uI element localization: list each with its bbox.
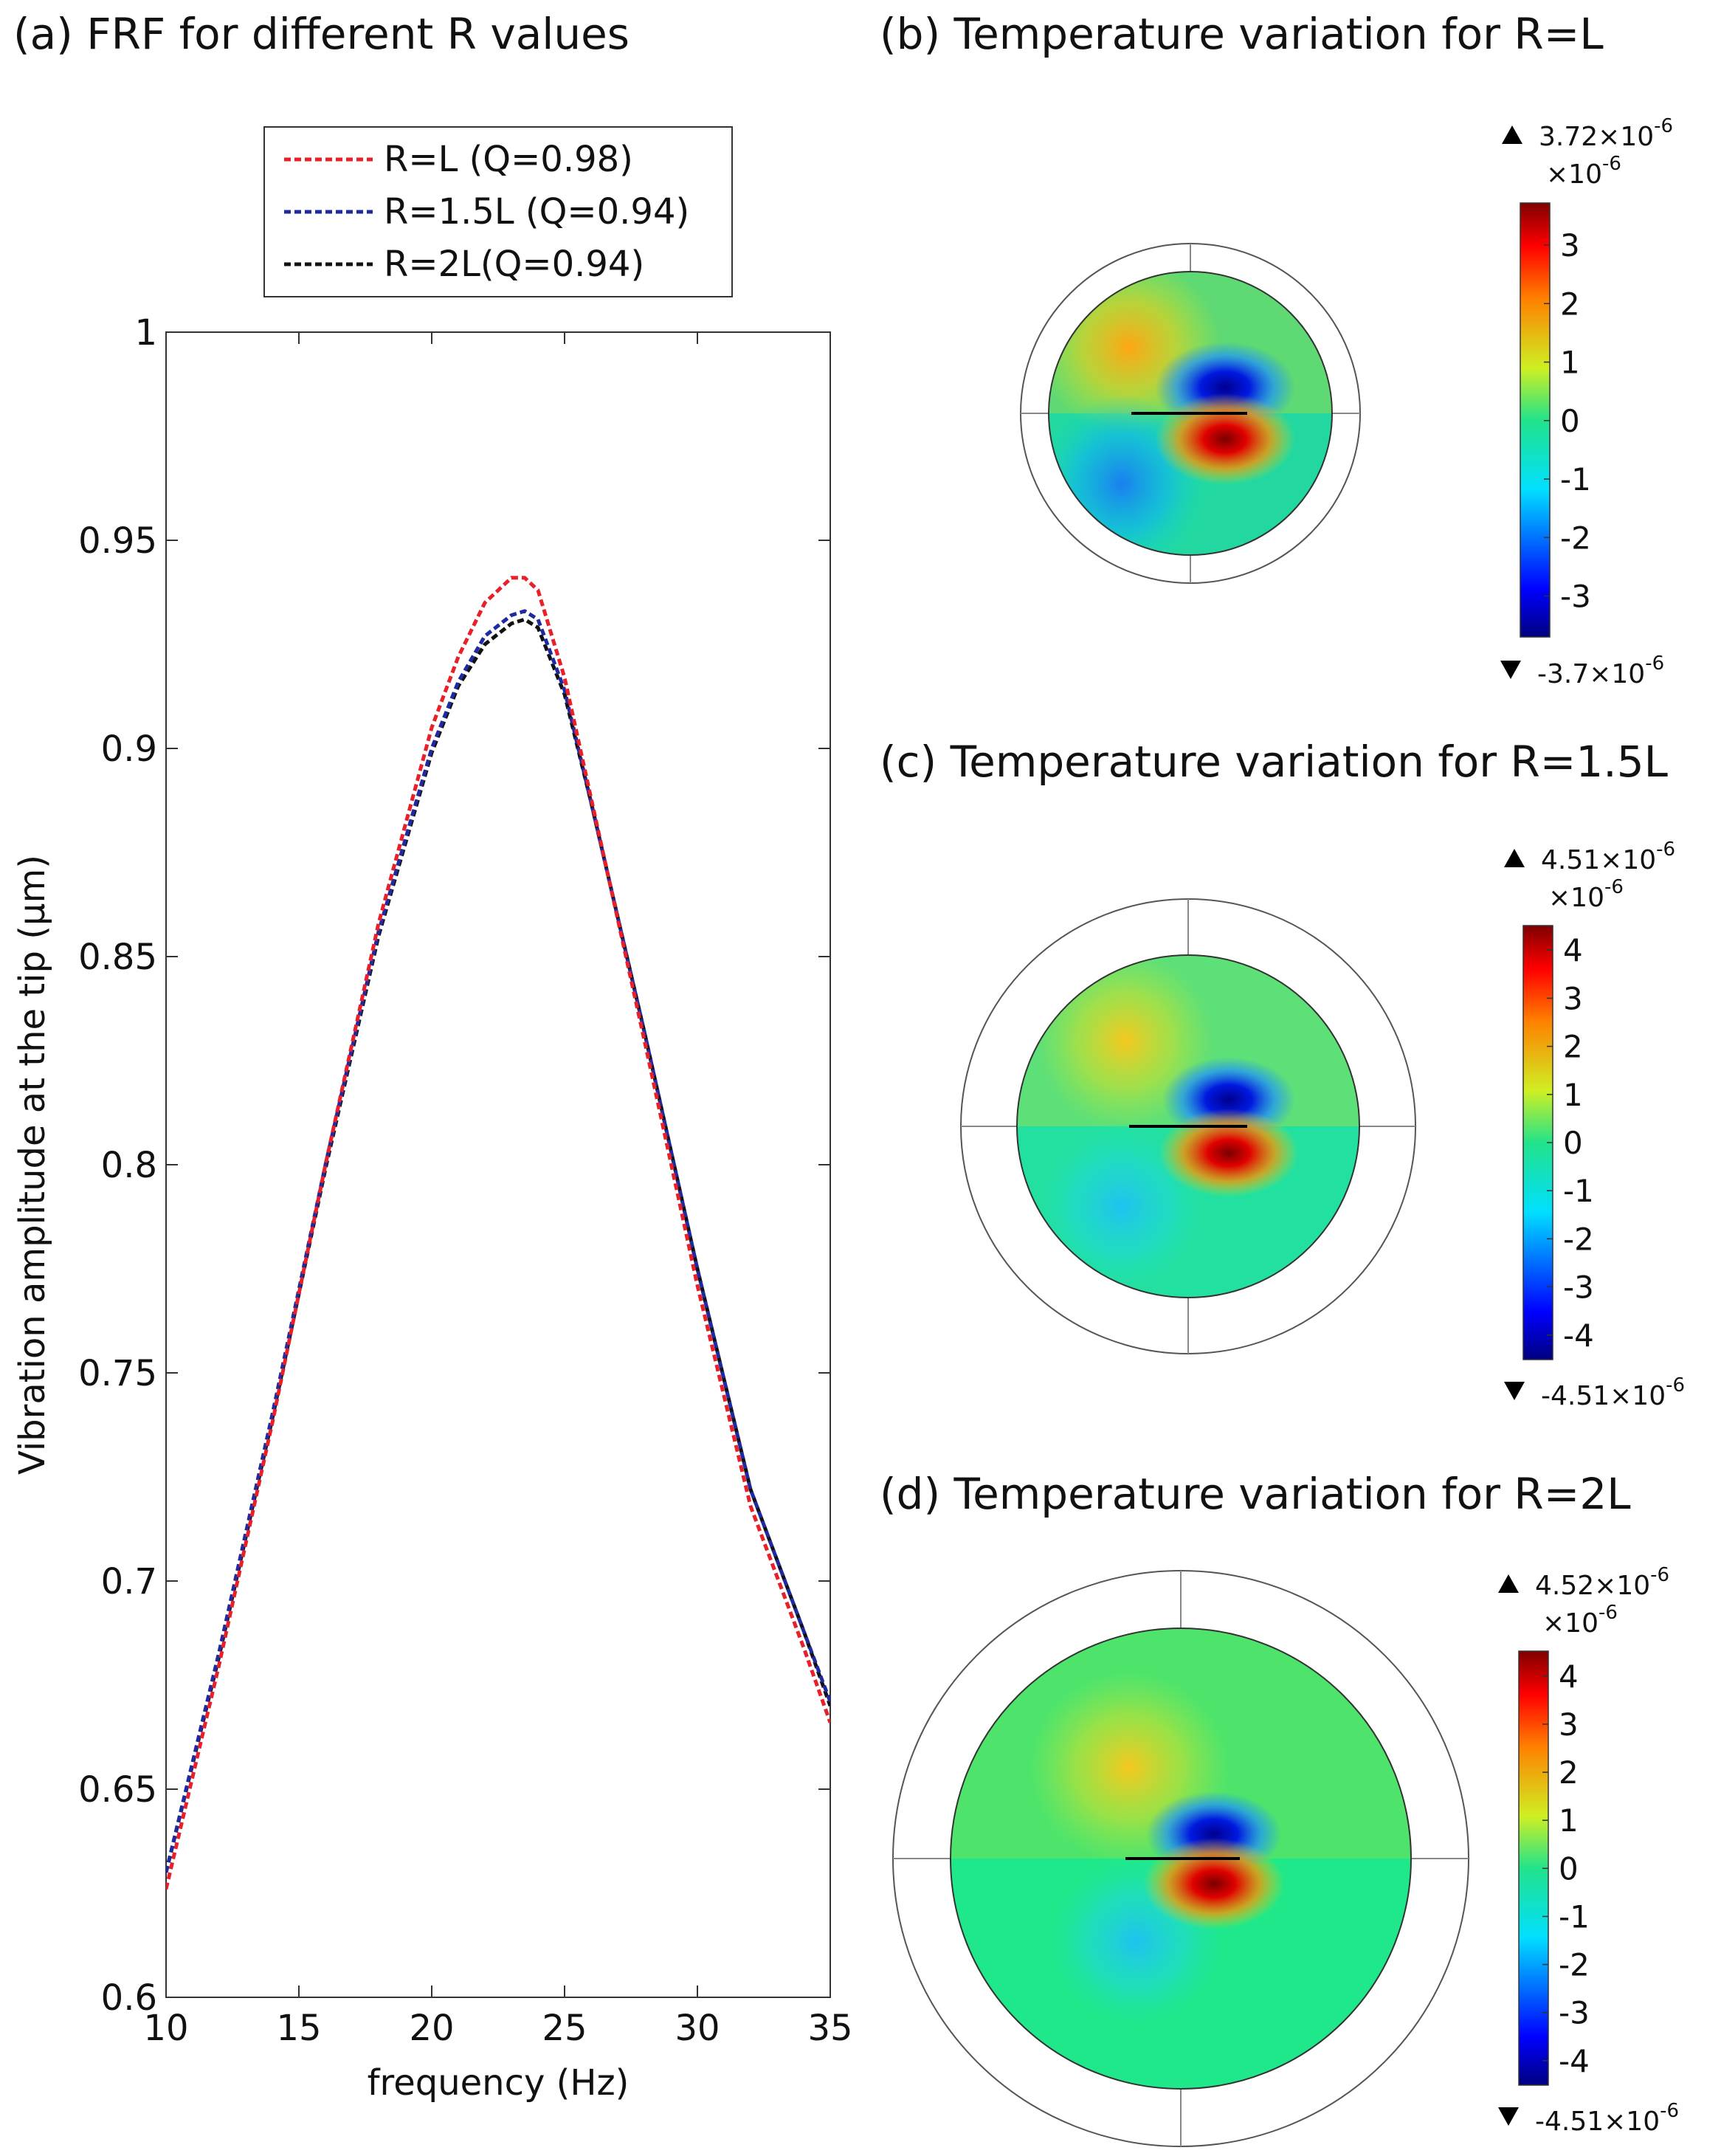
- colorbar-tick-label: -4: [1559, 2043, 1590, 2079]
- colorbar-tick-label: 0: [1563, 1125, 1583, 1161]
- colorbar-tick-label: -1: [1560, 461, 1591, 497]
- legend-label-r-l: R=L (Q=0.98): [384, 139, 633, 180]
- x-axis-label: frequency (Hz): [368, 2062, 630, 2104]
- temperature-map-c: [960, 898, 1416, 1354]
- colorbar-min-b: -3.7×10-6: [1537, 652, 1664, 689]
- max-marker-b: [1502, 125, 1522, 144]
- colorbar-scale-d: ×10-6: [1542, 1602, 1618, 1639]
- y-tick-label: 0.75: [78, 1353, 157, 1394]
- y-tick-label: 0.7: [101, 1561, 157, 1602]
- y-tick-label: 0.65: [78, 1769, 157, 1811]
- y-tick-label: 1: [134, 312, 157, 354]
- x-tick-label: 10: [143, 2008, 188, 2049]
- colorbar-scale-b: ×10-6: [1546, 153, 1621, 190]
- colorbar-tick-label: -3: [1560, 579, 1591, 615]
- y-tick-label: 0.95: [78, 520, 157, 562]
- panel-c: (c) Temperature variation for R=1.5L 4.5…: [880, 737, 1685, 1411]
- x-tick-label: 15: [276, 2008, 321, 2049]
- colorbar-tick-label: -3: [1563, 1270, 1594, 1306]
- colorbar-tick-label: 4: [1563, 932, 1583, 968]
- colorbar-tick-label: 3: [1560, 227, 1580, 264]
- colorbar-tick-label: 3: [1559, 1706, 1579, 1743]
- min-marker-c: [1504, 1382, 1525, 1400]
- colorbar-tick-label: -1: [1563, 1173, 1594, 1209]
- panel-d: (d) Temperature variation for R=2L 4.52×…: [880, 1469, 1679, 2147]
- colorbar-tick-label: -3: [1559, 1995, 1590, 2031]
- x-tick-label: 35: [807, 2008, 852, 2049]
- series-line-1: [166, 609, 830, 1873]
- colorbar-min-c: -4.51×10-6: [1541, 1374, 1685, 1411]
- colorbar-d: 4.52×10-6 ×10-6 4 3 2 1 0 -1 -2 -3 -4 -4.51×10-6: [1498, 1564, 1679, 2137]
- colorbar-min-d: -4.51×10-6: [1535, 2100, 1679, 2137]
- colorbar-scale-c: ×10-6: [1548, 876, 1624, 913]
- max-marker-c: [1504, 849, 1525, 867]
- x-tick-label: 20: [409, 2008, 454, 2049]
- y-axis-label: Vibration amplitude at the tip (μm): [12, 855, 53, 1475]
- colorbar-tick-label: 1: [1559, 1802, 1579, 1839]
- colorbar-gradient-b: [1520, 202, 1551, 638]
- colorbar-max-c: 4.51×10-6: [1541, 838, 1675, 875]
- panel-b: (b) Temperature variation for R=L 3.72×1…: [880, 9, 1673, 689]
- series-line-0: [166, 576, 830, 1890]
- legend-label-r-1-5l: R=1.5L (Q=0.94): [384, 191, 689, 233]
- x-tick-label: 30: [675, 2008, 720, 2049]
- colorbar-tick-label: -2: [1563, 1221, 1594, 1257]
- colorbar-max-b: 3.72×10-6: [1539, 115, 1673, 152]
- y-tick-label: 0.6: [101, 1977, 157, 2019]
- axis-ticks: 10 15 20 25 30 35 0.6 0.65 0.7 0.75 0.8 0.85 0.9 0.95…: [78, 312, 852, 2049]
- min-marker-d: [1498, 2107, 1519, 2126]
- colorbar-tick-label: 2: [1560, 286, 1580, 322]
- colorbar-max-d: 4.52×10-6: [1535, 1564, 1669, 1601]
- y-tick-label: 0.85: [78, 937, 157, 978]
- panel-d-title: (d) Temperature variation for R=2L: [880, 1469, 1631, 1519]
- colorbar-tick-label: 2: [1559, 1754, 1579, 1791]
- x-tick-label: 25: [542, 2008, 587, 2049]
- max-marker-d: [1498, 1574, 1519, 1593]
- plot-frame: [165, 331, 831, 1998]
- colorbar-tick-label: -2: [1559, 1947, 1590, 1983]
- min-marker-b: [1500, 661, 1521, 679]
- plot-series: [166, 576, 830, 1890]
- panel-b-title: (b) Temperature variation for R=L: [880, 9, 1604, 59]
- colorbar-b: 3.72×10-6 ×10-6 3 2 1 0 -1 -2 -3 -3.7×10-6: [1500, 115, 1673, 689]
- panel-c-title: (c) Temperature variation for R=1.5L: [880, 737, 1668, 787]
- legend-label-r-2l: R=2L(Q=0.94): [384, 244, 644, 285]
- temperature-map-d: [892, 1570, 1469, 2147]
- colorbar-tick-label: 1: [1563, 1077, 1583, 1113]
- temperature-map-b: [1020, 243, 1361, 584]
- colorbar-tick-label: -1: [1559, 1898, 1590, 1935]
- colorbar-c: 4.51×10-6 ×10-6 4 3 2 1 0 -1 -2 -3 -4 -4.51×10-6: [1504, 838, 1685, 1411]
- legend: R=L (Q=0.98) R=1.5L (Q=0.94) R=2L(Q=0.94…: [263, 126, 733, 297]
- colorbar-tick-label: 0: [1560, 403, 1580, 439]
- colorbar-tick-label: 2: [1563, 1029, 1583, 1065]
- colorbar-tick-label: 0: [1559, 1850, 1579, 1887]
- y-tick-label: 0.9: [101, 729, 157, 770]
- panel-a-title: (a) FRF for different R values: [13, 9, 630, 59]
- series-line-2: [166, 617, 830, 1873]
- y-tick-label: 0.8: [101, 1145, 157, 1186]
- panel-a: (a) FRF for different R values R=L (Q=0.…: [12, 9, 853, 2104]
- colorbar-tick-label: -4: [1563, 1318, 1594, 1354]
- colorbar-tick-label: -2: [1560, 520, 1591, 556]
- colorbar-tick-label: 1: [1560, 345, 1580, 381]
- colorbar-tick-label: 4: [1559, 1659, 1579, 1695]
- colorbar-tick-label: 3: [1563, 980, 1583, 1016]
